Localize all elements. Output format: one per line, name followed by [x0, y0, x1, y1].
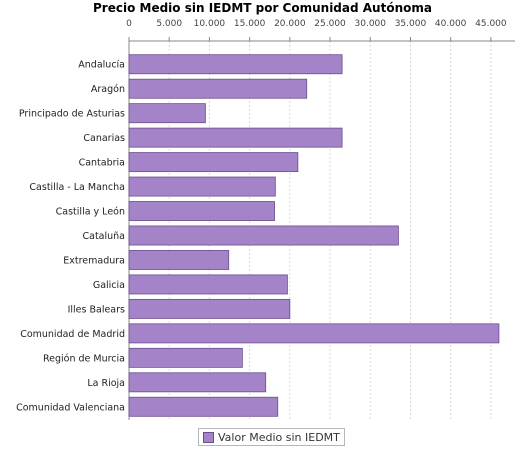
bar: [128, 250, 230, 270]
category-label: Comunidad Valenciana: [16, 402, 125, 413]
category-label: Galicia: [93, 280, 125, 291]
category-label: La Rioja: [87, 378, 125, 389]
category-label: Andalucía: [78, 60, 125, 71]
bar: [128, 347, 243, 368]
bar: [128, 298, 291, 319]
bar: [128, 396, 279, 417]
tick-label: 15.000: [234, 19, 266, 29]
legend-swatch: [203, 431, 214, 443]
chart-title: Precio Medio sin IEDMT por Comunidad Aut…: [93, 1, 432, 15]
bar: [128, 201, 275, 221]
tick-label: 5.000: [156, 19, 182, 29]
category-label: Aragón: [91, 84, 125, 95]
category-label: Castilla y León: [56, 207, 125, 218]
category-label: Región de Murcia: [43, 353, 125, 364]
bar: [128, 103, 206, 124]
tick-label: 30.000: [355, 19, 387, 29]
bar: [128, 323, 500, 344]
category-label: Comunidad de Madrid: [20, 329, 125, 340]
category-label: Cataluña: [82, 231, 125, 242]
legend-label: Valor Medio sin IEDMT: [218, 430, 340, 444]
bar: [128, 274, 288, 295]
category-label: Canarias: [83, 133, 125, 144]
bar: [128, 225, 399, 246]
tick-label: 40.000: [435, 19, 467, 29]
tick-label: 20.000: [274, 19, 306, 29]
tick-label: 45.000: [475, 19, 507, 29]
legend: Valor Medio sin IEDMT: [198, 428, 345, 446]
bar: [128, 54, 343, 75]
tick-label: 35.000: [395, 19, 427, 29]
category-label: Illes Balears: [68, 304, 125, 315]
category-label: Castilla - La Mancha: [29, 182, 125, 193]
tick-label: 25.000: [314, 19, 346, 29]
bar: [128, 127, 343, 148]
tick-label: 0: [126, 19, 132, 29]
category-label: Cantabria: [79, 158, 125, 169]
category-label: Principado de Asturias: [19, 109, 125, 120]
bar: [128, 78, 308, 99]
bar: [128, 372, 267, 393]
bar: [128, 176, 276, 197]
tick-label: 10.000: [194, 19, 226, 29]
bar: [128, 152, 299, 173]
category-label: Extremadura: [63, 255, 125, 266]
